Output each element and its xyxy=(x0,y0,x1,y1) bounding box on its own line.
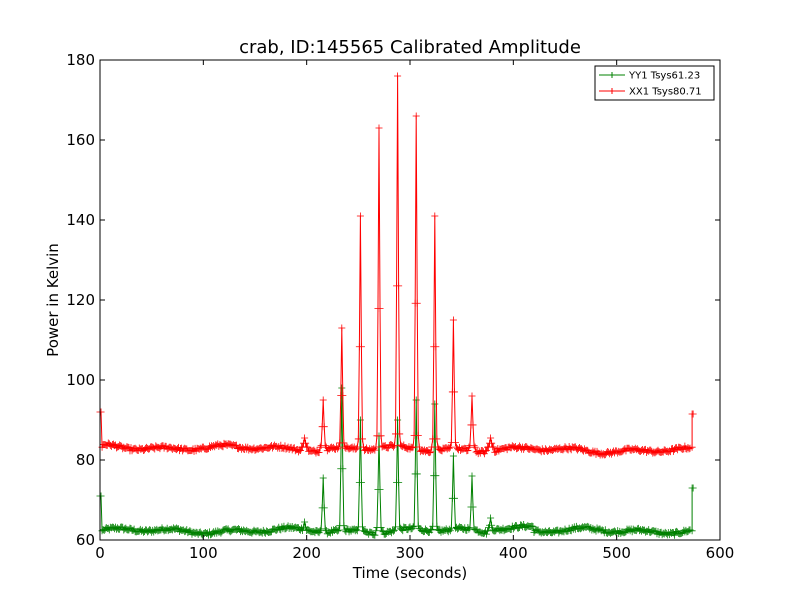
x-tick-label: 0 xyxy=(95,544,105,562)
legend-entry: XX1 Tsys80.71 xyxy=(629,87,702,98)
peak-point xyxy=(471,395,473,397)
legend-entry: YY1 Tsys61.23 xyxy=(628,71,700,82)
legend: YY1 Tsys61.23 XX1 Tsys80.71 xyxy=(594,65,715,101)
peak-point xyxy=(415,399,417,401)
y-tick-label: 100 xyxy=(66,371,95,389)
peak-point xyxy=(359,419,361,421)
y-tick-label: 160 xyxy=(66,131,95,149)
y-tick-label: 180 xyxy=(66,51,95,69)
peak-point xyxy=(341,387,343,389)
y-axis-label: Power in Kelvin xyxy=(44,243,62,357)
peak-point xyxy=(490,517,492,519)
peak-point xyxy=(304,521,306,523)
x-tick-label: 100 xyxy=(189,544,218,562)
peak-point xyxy=(434,403,436,405)
y-tick-label: 80 xyxy=(76,451,95,469)
x-tick-label: 600 xyxy=(706,544,735,562)
legend-marker xyxy=(609,88,615,94)
legend-box xyxy=(594,65,715,101)
peak-point xyxy=(397,75,399,77)
x-axis-label: Time (seconds) xyxy=(352,564,468,582)
peak-point xyxy=(322,399,324,401)
x-tick-label: 400 xyxy=(499,544,528,562)
peak-point xyxy=(415,115,417,117)
x-tick-label: 500 xyxy=(602,544,631,562)
x-tick-label: 200 xyxy=(292,544,321,562)
peak-point xyxy=(452,319,454,321)
peak-point xyxy=(490,437,492,439)
peak-point xyxy=(322,477,324,479)
peak-point xyxy=(471,475,473,477)
y-tick-label: 60 xyxy=(76,531,95,549)
plot-area xyxy=(100,60,720,540)
y-tick-label: 120 xyxy=(66,291,95,309)
peak-point xyxy=(434,215,436,217)
y-tick-label: 140 xyxy=(66,211,95,229)
peak-point xyxy=(304,437,306,439)
legend-marker xyxy=(609,72,615,78)
peak-point xyxy=(378,127,380,129)
peak-point xyxy=(341,327,343,329)
peak-point xyxy=(452,455,454,457)
x-tick-label: 300 xyxy=(396,544,425,562)
ticks-layer: 0 100 200 300 400 500 600 60 80 100 120 140 160 180 xyxy=(66,51,734,562)
peak-point xyxy=(397,419,399,421)
chart-title: crab, ID:145565 Calibrated Amplitude xyxy=(239,37,581,58)
peak-point xyxy=(359,215,361,217)
